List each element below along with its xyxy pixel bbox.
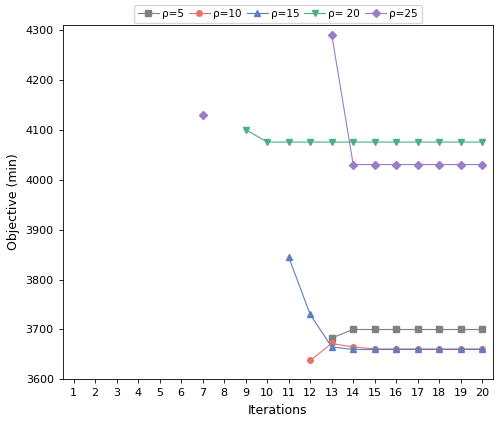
Y-axis label: Objective (min): Objective (min) bbox=[7, 153, 20, 251]
Legend: ρ=5, ρ=10, ρ=15, ρ= 20, ρ=25: ρ=5, ρ=10, ρ=15, ρ= 20, ρ=25 bbox=[134, 5, 422, 23]
X-axis label: Iterations: Iterations bbox=[248, 404, 308, 417]
